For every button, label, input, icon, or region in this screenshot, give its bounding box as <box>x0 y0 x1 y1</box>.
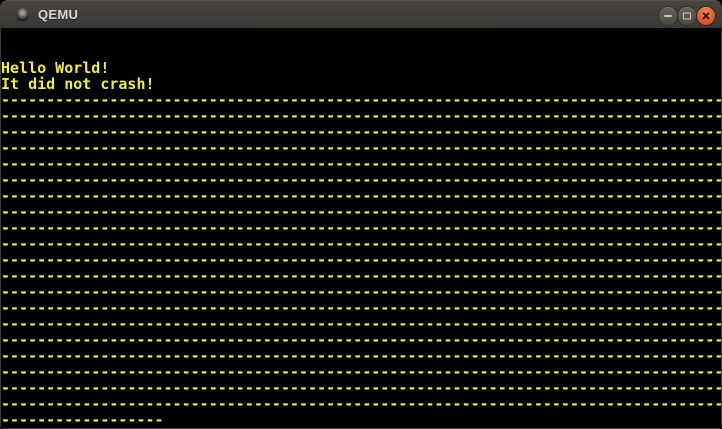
window-controls <box>659 6 715 25</box>
terminal-line: ----------------------------------------… <box>1 252 721 268</box>
terminal-line <box>1 44 721 60</box>
terminal-line: ----------------------------------------… <box>1 396 721 412</box>
minimize-icon <box>664 14 672 17</box>
terminal-line: Hello World! <box>1 60 110 76</box>
terminal-line: It did not crash! <box>1 76 155 92</box>
terminal-line: ----------------------------------------… <box>1 268 721 284</box>
maximize-button[interactable] <box>678 6 696 25</box>
minimize-button[interactable] <box>659 6 677 25</box>
terminal-line: ----------------------------------------… <box>1 284 721 300</box>
terminal-line: ----------------------------------------… <box>1 220 721 236</box>
close-icon <box>697 7 715 25</box>
terminal-line: ----------------------------------------… <box>1 300 721 316</box>
terminal-line: ----------------------------------------… <box>1 92 721 108</box>
terminal-line: ----------------------------------------… <box>1 332 721 348</box>
terminal-line: ----------------------------------------… <box>1 316 721 332</box>
titlebar[interactable]: QEMU <box>0 0 722 28</box>
terminal-line <box>1 28 721 44</box>
app-window-icon <box>16 7 29 21</box>
maximize-icon <box>683 12 691 19</box>
terminal-line: ----------------------------------------… <box>1 188 721 204</box>
terminal-line: ----------------------------------------… <box>1 348 721 364</box>
terminal-line: ----------------------------------------… <box>1 124 721 140</box>
terminal-line: ----------------------------------------… <box>1 364 721 380</box>
terminal-line: ----------------------------------------… <box>1 156 721 172</box>
close-button[interactable] <box>697 6 715 25</box>
terminal-line: ------------------ <box>1 412 164 428</box>
vga-text-screen[interactable]: Hello World! It did not crash! -----------… <box>1 28 721 428</box>
terminal-line: ----------------------------------------… <box>1 380 721 396</box>
terminal-line: ----------------------------------------… <box>1 140 721 156</box>
terminal-line: ----------------------------------------… <box>1 204 721 220</box>
terminal-line: ----------------------------------------… <box>1 172 721 188</box>
terminal-line: ----------------------------------------… <box>1 108 721 124</box>
window-title: QEMU <box>38 6 79 22</box>
terminal-line: ----------------------------------------… <box>1 236 721 252</box>
